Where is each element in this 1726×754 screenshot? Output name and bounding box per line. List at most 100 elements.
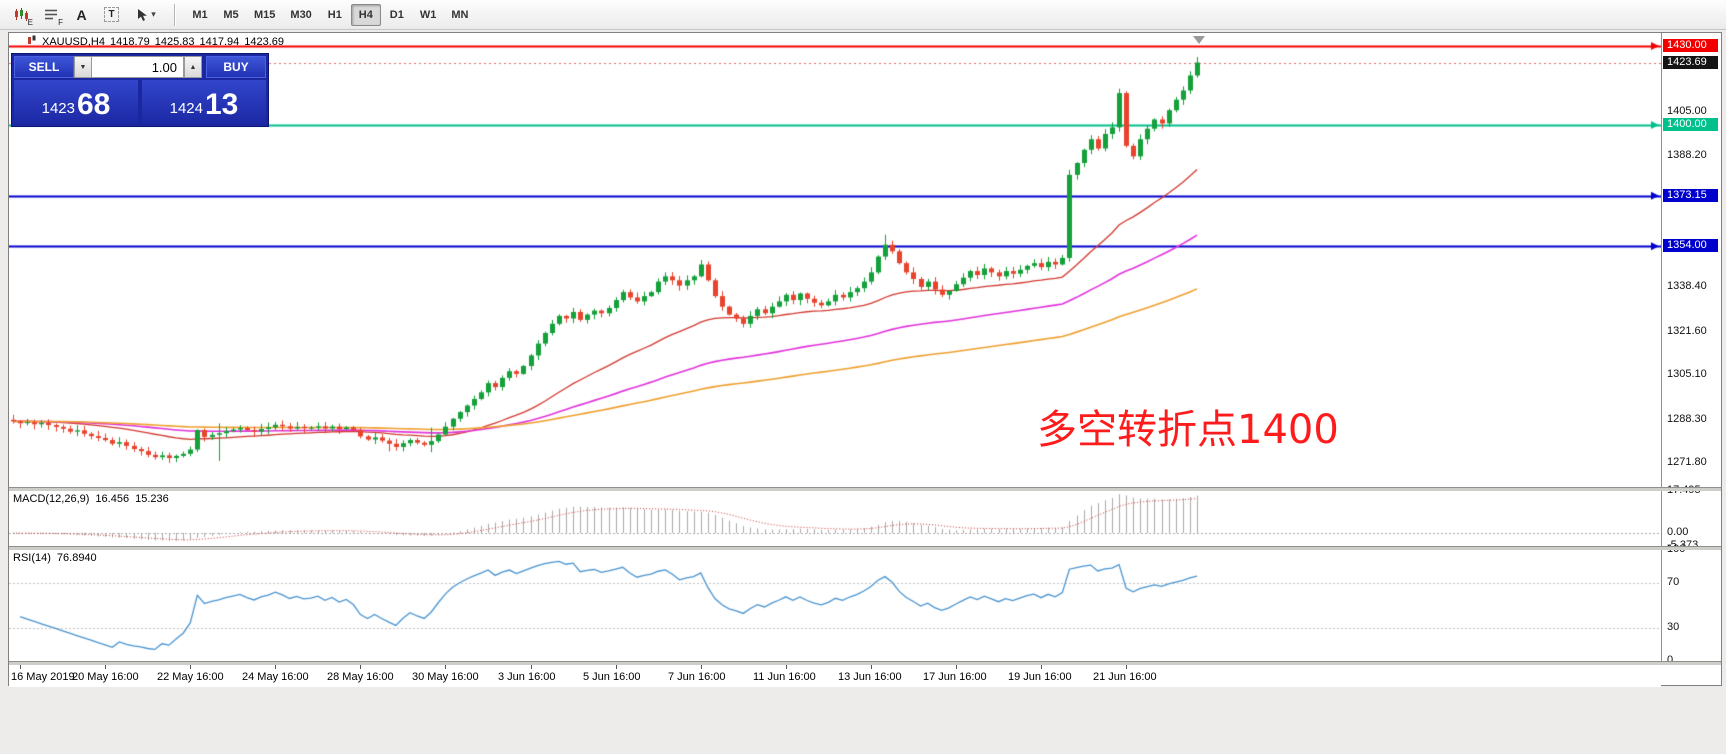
caret-up-icon: ▲: [189, 63, 197, 71]
caret-down-icon: ▼: [79, 63, 87, 71]
buy-price-pips: 13: [205, 88, 239, 121]
one-click-trade-panel: SELL ▼ ▲ BUY 1423 68 1424 13: [11, 53, 269, 127]
volume-input[interactable]: [92, 56, 184, 78]
time-axis-tick: [1041, 665, 1042, 669]
time-axis-tick: [871, 665, 872, 669]
time-axis-label: 22 May 16:00: [157, 671, 224, 683]
chevron-down-icon: ▾: [151, 9, 156, 19]
text-label-tool-icon[interactable]: T: [98, 3, 125, 27]
time-axis-tick: [786, 665, 787, 669]
buy-button[interactable]: BUY: [206, 56, 266, 78]
time-axis-label: 19 Jun 16:00: [1008, 671, 1072, 683]
time-axis[interactable]: 16 May 2019 20 May 16:00 22 May 16:00 24 Ma…: [9, 665, 1661, 687]
ohlc-low: 1417.94: [199, 35, 240, 48]
time-axis-label: 3 Jun 16:00: [498, 671, 556, 683]
ohlc-open: 1418.79: [109, 35, 150, 48]
time-axis-label: 16 May 2019: [11, 671, 75, 683]
buy-price-display[interactable]: 1424 13: [142, 80, 266, 124]
timeframe-button-h1[interactable]: H1: [327, 8, 342, 21]
panel-splitter[interactable]: [9, 487, 1721, 491]
rsi-indicator-label: RSI(14) 76.8940: [13, 552, 97, 564]
symbol-period-label: XAUUSD,H4: [42, 35, 105, 48]
timeframe-button-m1[interactable]: M1: [192, 8, 208, 21]
time-axis-label: 30 May 16:00: [412, 671, 479, 683]
price-axis-label: 1288.30: [1667, 412, 1707, 425]
time-axis-label: 11 Jun 16:00: [753, 671, 816, 683]
time-axis-tick: [360, 665, 361, 669]
macd-axis-label: 0.00: [1667, 526, 1689, 539]
price-axis-label: 1338.40: [1667, 280, 1707, 293]
timeframe-button-d1[interactable]: D1: [389, 8, 404, 21]
volume-decrease-button[interactable]: ▼: [74, 56, 92, 78]
time-axis-tick: [1126, 665, 1127, 669]
bid-price-label: 1423.69: [1663, 55, 1718, 69]
panel-splitter[interactable]: [9, 661, 1721, 665]
time-axis-label: 13 Jun 16:00: [838, 671, 902, 683]
time-axis-tick: [956, 665, 957, 669]
time-axis-label: 5 Jun 16:00: [583, 671, 641, 683]
rsi-axis-label: 0: [1667, 654, 1674, 666]
rsi-axis-label: 70: [1667, 576, 1680, 589]
chart-title: XAUUSD,H4 1418.79 1425.83 1417.94 1423.6…: [27, 35, 284, 48]
price-axis-label: 1271.80: [1667, 456, 1707, 468]
time-axis-tick: [616, 665, 617, 669]
price-axis-label: 1305.10: [1667, 368, 1707, 381]
chart-annotation-text[interactable]: 多空转折点1400: [1037, 407, 1339, 453]
time-axis-label: 24 May 16:00: [242, 671, 309, 683]
text-label-glyph: T: [104, 7, 119, 22]
time-axis-label: 17 Jun 16:00: [923, 671, 987, 683]
price-axis-label: 1405.00: [1667, 104, 1707, 117]
time-axis-label: 28 May 16:00: [327, 671, 394, 683]
timeframe-button-h4[interactable]: H4: [350, 3, 381, 26]
price-axis-label: 1321.60: [1667, 324, 1707, 337]
sell-price-pips: 68: [77, 88, 111, 121]
timeframe-button-m30[interactable]: M30: [290, 8, 312, 21]
candlestick-chart-icon[interactable]: E: [8, 3, 35, 27]
panel-splitter[interactable]: [9, 546, 1721, 550]
icon-badge: E: [27, 17, 33, 27]
macd-name: MACD(12,26,9): [13, 493, 90, 505]
symbol-icon: [27, 35, 37, 48]
toolbar-separator: [174, 3, 175, 26]
icon-badge: F: [58, 17, 63, 27]
time-axis-tick: [531, 665, 532, 669]
volume-increase-button[interactable]: ▲: [184, 56, 202, 78]
rsi-axis-label: 30: [1667, 620, 1680, 633]
macd-indicator-label: MACD(12,26,9) 16.456 15.236: [13, 493, 169, 505]
timeframe-button-w1[interactable]: W1: [419, 8, 437, 21]
buy-price-main: 1424: [169, 100, 203, 117]
time-axis-tick: [701, 665, 702, 669]
chart-window: XAUUSD,H4 1418.79 1425.83 1417.94 1423.6…: [8, 32, 1722, 687]
price-chart-canvas[interactable]: [9, 33, 1661, 665]
chart-shift-marker[interactable]: [1193, 36, 1205, 44]
crosshair-cursor-icon[interactable]: ▾: [128, 3, 164, 27]
price-axis[interactable]: 1421.901405.001388.201338.401321.601305.…: [1661, 33, 1721, 666]
timeframe-button-m5[interactable]: M5: [223, 8, 239, 21]
sell-button[interactable]: SELL: [14, 56, 74, 78]
ohlc-close: 1423.69: [244, 35, 285, 48]
time-axis-label: 7 Jun 16:00: [668, 671, 726, 683]
price-level-label: 1373.15: [1663, 188, 1718, 202]
price-level-label: 1400.00: [1663, 118, 1718, 131]
tick-chart-icon[interactable]: F: [38, 3, 65, 27]
price-level-label: 1354.00: [1663, 239, 1718, 253]
time-axis-tick: [190, 665, 191, 669]
price-level-label: 1430.00: [1663, 38, 1718, 52]
sell-price-display[interactable]: 1423 68: [14, 80, 138, 124]
timeframe-button-m15[interactable]: M15: [254, 8, 276, 21]
price-axis-label: 1388.20: [1667, 149, 1707, 162]
time-axis-tick: [20, 665, 21, 669]
time-axis-label: 20 May 16:00: [72, 671, 139, 683]
rsi-value: 76.8940: [56, 552, 97, 564]
timeframe-button-mn[interactable]: MN: [451, 8, 469, 21]
macd-main-value: 16.456: [95, 493, 130, 505]
macd-signal-value: 15.236: [135, 493, 169, 505]
ohlc-high: 1425.83: [154, 35, 195, 48]
font-tool-icon[interactable]: A: [68, 3, 95, 27]
timeframe-buttons: M1 M5 M15 M30 H1 H4 D1 W1 MN: [185, 3, 475, 26]
time-axis-label: 21 Jun 16:00: [1093, 671, 1157, 683]
rsi-name: RSI(14): [13, 552, 51, 564]
font-tool-glyph: A: [76, 6, 87, 23]
time-axis-tick: [275, 665, 276, 669]
sell-price-main: 1423: [41, 100, 75, 117]
